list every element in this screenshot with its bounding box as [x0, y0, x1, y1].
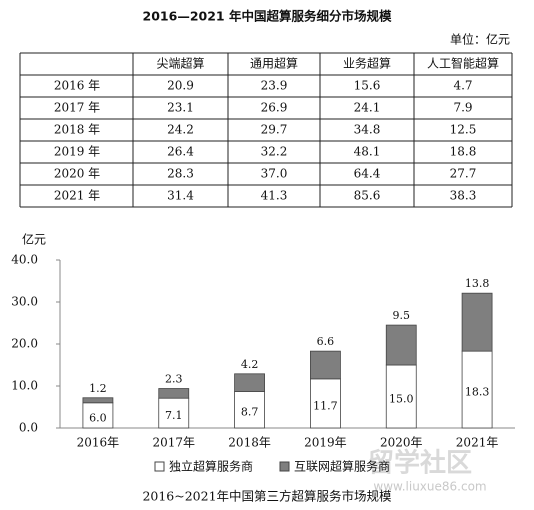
value-label: 8.7: [241, 406, 259, 419]
column-header: 尖端超算: [156, 56, 204, 71]
y-tick-label: 10.0: [11, 379, 38, 393]
bar-segment: [158, 388, 190, 399]
table-cell: 23.9: [261, 79, 288, 93]
table-cell: 4.7: [453, 79, 472, 93]
x-tick-label: 2019年: [304, 436, 347, 450]
value-label: 4.2: [241, 358, 259, 371]
value-label: 7.1: [165, 409, 183, 422]
table-cell: 32.2: [261, 145, 288, 159]
table-cell: 41.3: [261, 189, 288, 203]
table-cell: 7.9: [453, 101, 472, 115]
bar-segment: [310, 350, 341, 380]
table-cell: 26.9: [261, 101, 288, 115]
value-label: 1.2: [89, 382, 107, 395]
legend-swatch: [154, 461, 165, 472]
table-cell: 27.7: [450, 167, 477, 181]
table-cell: 20.9: [167, 79, 194, 93]
row-label: 2018 年: [54, 123, 100, 137]
value-label: 15.0: [389, 393, 414, 406]
value-label: 18.3: [465, 386, 490, 399]
row-label: 2019 年: [54, 145, 100, 159]
table-cell: 26.4: [167, 145, 194, 159]
legend-label: 独立超算服务商: [169, 459, 253, 474]
table-cell: 64.4: [354, 167, 381, 181]
table-unit: 单位：亿元: [450, 32, 510, 47]
value-label: 6.0: [89, 411, 107, 424]
bar-segment: [461, 292, 493, 352]
table-title: 2016—2021 年中国超算服务细分市场规模: [143, 9, 392, 24]
table-cell: 24.1: [354, 101, 381, 115]
legend-swatch: [279, 461, 290, 472]
value-label: 2.3: [165, 373, 183, 386]
bar-segment: [234, 373, 265, 392]
table-cell: 18.8: [450, 145, 477, 159]
row-label: 2016 年: [54, 79, 100, 93]
bar-segment: [461, 350, 493, 429]
x-tick-label: 2020年: [380, 436, 423, 450]
value-label: 6.6: [317, 335, 335, 348]
table-cell: 24.2: [167, 123, 194, 137]
bar-segment: [82, 397, 114, 404]
table-cell: 34.8: [354, 123, 381, 137]
x-tick-label: 2018年: [228, 436, 271, 450]
table-cell: 12.5: [450, 123, 477, 137]
x-tick-label: 2016年: [77, 436, 120, 450]
row-label: 2017 年: [54, 101, 100, 115]
y-tick-label: 30.0: [11, 295, 38, 309]
table-cell: 23.1: [167, 101, 194, 115]
y-tick-label: 0.0: [19, 421, 38, 435]
table-cell: 28.3: [167, 167, 194, 181]
x-tick-label: 2021年: [456, 436, 499, 450]
table-cell: 29.7: [261, 123, 288, 137]
bar-segment: [385, 324, 417, 366]
table-cell: 15.6: [354, 79, 381, 93]
value-label: 13.8: [465, 277, 490, 290]
y-tick-label: 40.0: [11, 253, 38, 267]
row-label: 2020 年: [54, 167, 100, 181]
value-label: 11.7: [313, 399, 338, 412]
bar-segment: [158, 397, 190, 429]
column-header: 人工智能超算: [427, 56, 499, 71]
watermark: 留学社区: [368, 448, 472, 479]
y-axis-label: 亿元: [22, 232, 46, 247]
table-cell: 85.6: [354, 189, 381, 203]
watermark-url: www.liuxue86.com: [373, 480, 486, 494]
x-tick-label: 2017年: [152, 436, 195, 450]
table-cell: 37.0: [261, 167, 288, 181]
legend-label: 互联网超算服务商: [294, 459, 390, 474]
value-label: 9.5: [393, 309, 411, 322]
table-cell: 38.3: [450, 189, 477, 203]
column-header: 通用超算: [250, 56, 298, 71]
table-cell: 31.4: [167, 189, 194, 203]
row-label: 2021 年: [54, 189, 100, 203]
table-cell: 48.1: [354, 145, 381, 159]
bar-segment: [82, 402, 114, 429]
y-tick-label: 20.0: [11, 337, 38, 351]
chart-title: 2016~2021年中国第三方超算服务市场规模: [142, 489, 392, 504]
column-header: 业务超算: [343, 56, 391, 71]
